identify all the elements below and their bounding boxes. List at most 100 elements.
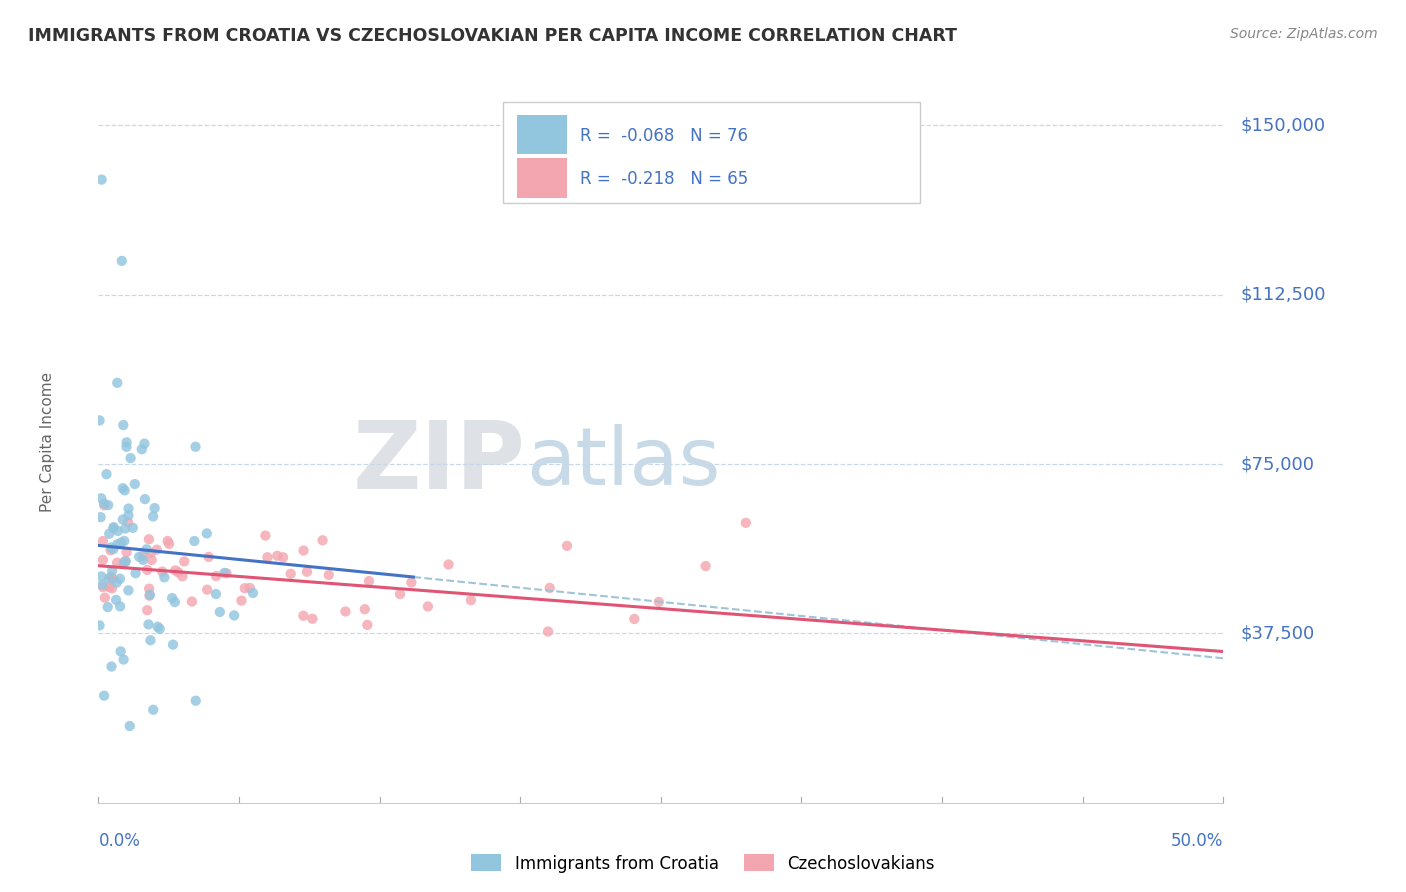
Point [89,413,111,427]
Point [150,565,173,579]
Point [110,535,132,549]
Point [389,587,412,601]
Point [103,542,125,557]
Point [114,554,136,568]
Point [623,612,645,626]
Point [184,694,207,708]
Point [141,553,163,567]
Point [357,574,380,588]
Point [103,520,125,534]
Point [117,501,139,516]
Point [143,501,166,516]
Text: R =  -0.218   N = 65: R = -0.218 N = 65 [579,170,748,188]
Point [93,689,115,703]
Point [142,509,165,524]
Point [112,652,135,666]
Point [97,600,120,615]
Point [136,563,159,577]
Point [295,565,318,579]
Point [146,620,169,634]
Point [239,581,262,595]
Text: atlas: atlas [526,425,720,502]
Point [266,549,288,563]
Point [734,516,756,530]
Point [256,550,278,565]
Point [173,554,195,568]
Point [105,376,128,390]
Point [233,581,256,595]
Point [214,566,236,580]
Point [112,418,135,433]
Text: $150,000: $150,000 [1240,117,1326,135]
Point [167,566,190,580]
Point [107,524,129,538]
Point [108,572,131,586]
Point [134,492,156,507]
Point [98,526,121,541]
Point [183,534,205,549]
Point [301,612,323,626]
Point [136,603,159,617]
Point [91,553,114,567]
Point [146,542,169,557]
FancyBboxPatch shape [503,102,920,203]
Point [114,554,136,568]
Point [90,491,112,506]
Point [112,556,135,570]
Point [353,602,375,616]
Point [91,578,114,592]
Text: 50.0%: 50.0% [1171,831,1223,850]
Point [160,591,183,605]
Point [128,549,150,564]
Point [89,618,111,632]
Point [437,558,460,572]
Text: ZIP: ZIP [353,417,526,509]
Point [97,498,120,512]
Point [100,541,122,555]
Point [101,582,124,596]
Point [311,533,333,548]
Point [142,703,165,717]
Point [90,569,112,583]
Legend: Immigrants from Croatia, Czechoslovakians: Immigrants from Croatia, Czechoslovakian… [465,847,941,880]
Point [117,508,139,523]
Point [195,582,218,597]
Point [134,436,156,450]
Point [318,568,340,582]
Point [120,451,142,466]
Point [111,512,134,526]
Point [124,566,146,581]
Point [254,528,277,542]
Point [110,644,132,658]
Point [163,595,186,609]
Point [205,587,228,601]
Point [292,608,315,623]
Point [131,549,153,563]
Point [117,583,139,598]
Point [98,572,121,586]
Point [356,618,378,632]
Point [139,546,162,560]
Point [101,564,124,578]
Point [181,594,204,608]
Point [280,566,302,581]
Text: 0.0%: 0.0% [98,831,141,850]
Point [538,581,561,595]
Point [197,549,219,564]
Point [648,595,671,609]
Point [100,543,122,558]
Point [105,575,128,590]
Point [139,633,162,648]
Point [138,582,160,596]
Point [138,617,160,632]
Point [156,533,179,548]
Point [118,719,141,733]
Point [157,537,180,551]
Point [124,477,146,491]
Point [111,481,134,495]
Point [139,588,162,602]
Point [115,440,138,454]
Point [153,570,176,584]
Point [90,510,112,524]
Text: $112,500: $112,500 [1240,285,1326,304]
